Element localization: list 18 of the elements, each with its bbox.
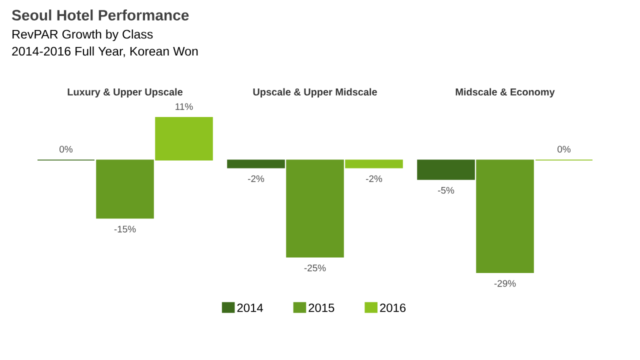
x-tick-label: Luxury & Upper Upscale [68, 88, 183, 98]
chart-subtitle: RevPAR Growth by Class [12, 30, 153, 42]
legend-label: 2016 [380, 304, 406, 312]
legend-label: 2015 [308, 304, 334, 312]
data-label: 0% [60, 146, 73, 153]
data-label: -2% [248, 175, 264, 182]
data-label: -29% [494, 280, 516, 287]
data-label: -5% [438, 187, 454, 194]
chart-title: Seoul Hotel Performance [12, 10, 189, 20]
x-tick-label: Upscale & Upper Midscale [253, 88, 377, 98]
data-label: -2% [366, 175, 382, 182]
data-label: 11% [176, 103, 193, 110]
text: 2014-2016 Full Year, Korean Won [12, 46, 198, 58]
legend-label: 2014 [237, 304, 263, 312]
data-label: -15% [114, 226, 136, 232]
data-label: -25% [304, 264, 326, 272]
x-tick-label: Midscale & Economy [456, 88, 555, 98]
data-label: 0% [558, 146, 571, 153]
